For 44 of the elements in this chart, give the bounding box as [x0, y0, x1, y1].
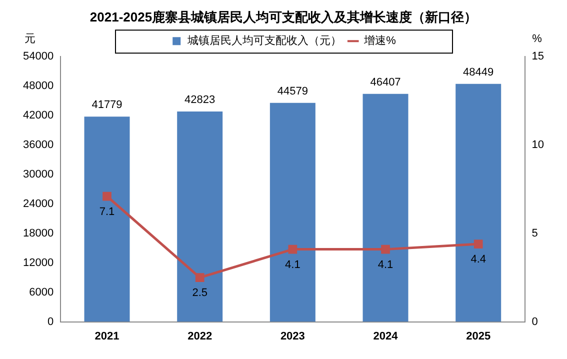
- y2-tick-label: 5: [532, 227, 538, 240]
- y-tick-label: 30000: [22, 168, 54, 180]
- data-label: 4.1: [285, 258, 300, 271]
- y2-axis-title: %: [532, 33, 542, 46]
- y-tick-label: 18000: [22, 227, 54, 240]
- bar: [270, 102, 316, 322]
- y-tick-label: 54000: [22, 50, 54, 63]
- y-tick-label: 0: [47, 316, 54, 328]
- y2-tick-label: 10: [532, 139, 544, 152]
- x-tick-label: 2021: [94, 330, 120, 342]
- data-label: 4.1: [378, 258, 394, 271]
- data-label: 41779: [92, 99, 122, 112]
- y2-tick-label: 0: [532, 316, 538, 328]
- point: [195, 273, 204, 282]
- y-axis-title: 元: [24, 33, 36, 46]
- data-label: 7.1: [99, 206, 115, 218]
- chart-title: 2021-2025鹿寨县城镇居民人均可支配收入及其增长速度（新口径）: [90, 9, 478, 24]
- legend-label: 城镇居民人均可支配收入（元）: [186, 34, 342, 48]
- y-tick-label: 24000: [22, 198, 54, 210]
- data-label: 2.5: [192, 287, 208, 300]
- y-tick-label: 42000: [22, 110, 54, 122]
- x-tick-label: 2023: [280, 330, 305, 342]
- data-label: 48449: [463, 66, 494, 78]
- bar: [177, 111, 223, 322]
- data-label: 44579: [277, 85, 308, 98]
- point: [381, 244, 390, 254]
- y-tick-label: 36000: [22, 139, 54, 152]
- point: [288, 244, 298, 254]
- data-label: 4.4: [470, 254, 486, 266]
- bar: [84, 116, 130, 322]
- y2-tick-label: 15: [532, 50, 544, 63]
- x-tick-label: 2025: [466, 330, 491, 342]
- point: [102, 192, 112, 201]
- data-label: 42823: [184, 94, 216, 106]
- y-tick-label: 6000: [29, 286, 54, 298]
- legend-label: 增速%: [363, 34, 396, 48]
- bar: [456, 84, 502, 322]
- point: [474, 240, 483, 248]
- bar: [362, 94, 408, 322]
- y-tick-label: 12000: [22, 256, 54, 269]
- y-tick-label: 48000: [22, 80, 54, 92]
- x-tick-label: 2024: [373, 330, 399, 342]
- data-label: 46407: [370, 76, 401, 88]
- x-tick-label: 2022: [188, 330, 212, 342]
